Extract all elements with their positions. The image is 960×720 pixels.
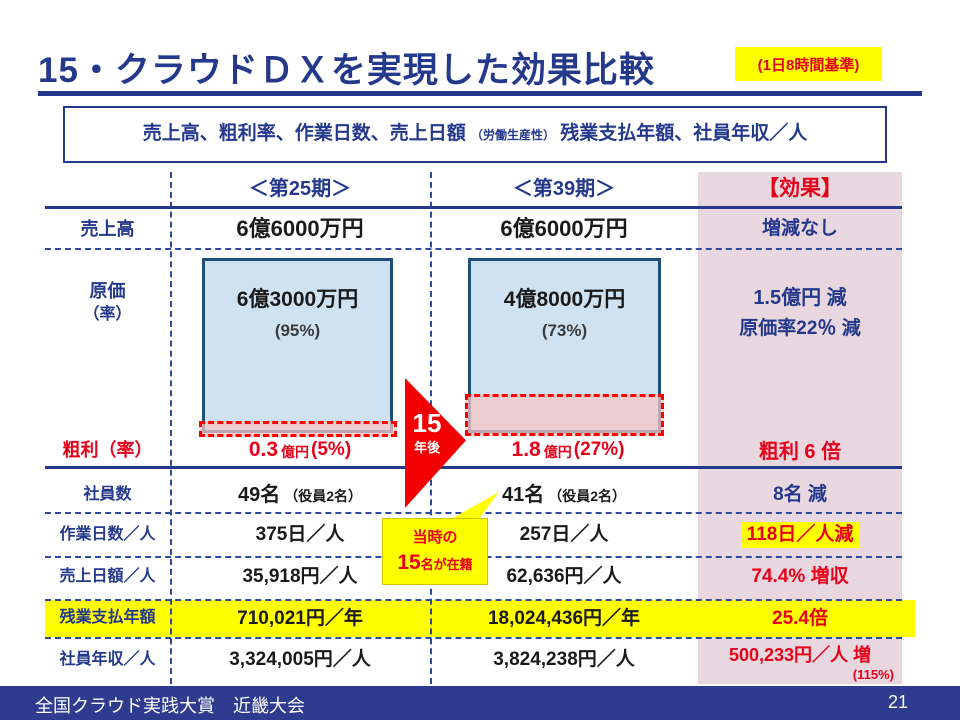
- gross-p39-unit: 億円: [543, 443, 572, 460]
- footer-bar: 全国クラウド実践大賞 近畿大会 21: [0, 686, 960, 720]
- row-separator-dailysales: [45, 599, 902, 601]
- staff-p39-sub: （役員2名）: [548, 488, 627, 505]
- cost-bar-p25-amount: 6億3000万円: [236, 288, 359, 311]
- header-effect: 【効果】: [758, 176, 842, 200]
- cell-salary-effect-sub: (115%): [852, 667, 894, 682]
- cost-effect-line1: 1.5億円 減: [753, 286, 847, 309]
- cell-gross-effect: 粗利 6 倍: [758, 440, 842, 463]
- row-label-workdays: 作業日数／人: [59, 525, 156, 543]
- cell-gross-p25: 0.3 億円 (5%): [180, 436, 420, 464]
- cost-label-line2: （率）: [83, 306, 132, 324]
- title-underline: [38, 91, 922, 96]
- cell-cost-effect: 1.5億円 減 原価率22％ 減: [698, 280, 902, 346]
- gross-p25-rate: (5%): [311, 439, 352, 461]
- cell-workdays-p39: 257日／人: [519, 524, 609, 546]
- cell-staff-effect: 8名 減: [773, 484, 827, 506]
- gross-p25-unit: 億円: [281, 443, 310, 460]
- row-label-sales: 売上高: [80, 218, 135, 239]
- summary-part2: 残業支払年額、社員年収／人: [560, 123, 808, 144]
- header-separator-line: [45, 206, 902, 209]
- page-title: 15・クラウドＤＸを実現した効果比較: [38, 51, 655, 90]
- row-label-staff: 社員数: [83, 485, 132, 503]
- speech-bubble: 当時の 15名が在籍: [382, 518, 488, 585]
- cost-label-line1: 原価: [89, 281, 126, 302]
- effect-column-background: [698, 172, 902, 684]
- gross-p39-rate: (27%): [573, 439, 625, 461]
- cell-overtime-p39: 18,024,436円／年: [487, 607, 641, 629]
- cell-daily-sales-p25: 35,918円／人: [242, 566, 358, 588]
- summary-box: 売上高、粗利率、作業日数、売上日額 （労働生産性） 残業支払年額、社員年収／人: [63, 106, 887, 163]
- row-separator-gross: [45, 466, 902, 469]
- bubble-line1: 当時の: [412, 529, 458, 546]
- cell-gross-p39: 1.8 億円 (27%): [448, 436, 688, 464]
- cell-sales-p39: 6億6000万円: [500, 215, 628, 241]
- bubble-line2: 15名が在籍: [383, 551, 487, 575]
- bubble-number: 15: [397, 551, 421, 574]
- summary-small: （労働生産性）: [470, 128, 555, 142]
- header-period-39: ＜第39期＞: [512, 177, 616, 200]
- cell-workdays-effect: 118日／人減: [698, 516, 902, 554]
- cell-workdays-p25: 375日／人: [255, 524, 345, 546]
- row-label-salary: 社員年収／人: [59, 650, 156, 668]
- cell-overtime-effect: 25.4倍: [772, 607, 828, 629]
- row-label-gross: 粗利（率）: [62, 440, 153, 461]
- staff-p39-main: 41名: [501, 483, 545, 506]
- staff-p25-sub: （役員2名）: [284, 488, 363, 505]
- workdays-effect-highlight: 118日／人減: [740, 522, 860, 548]
- cost-bar-p39-amount: 4億8000万円: [503, 288, 626, 311]
- title-badge: (1日8時間基準): [735, 47, 882, 81]
- arrow-years-label: 年後: [413, 439, 440, 455]
- gross-profit-box-p39: [465, 394, 664, 436]
- cost-bar-p25: 6億3000万円 (95%): [202, 258, 393, 433]
- gross-profit-box-p25: [199, 421, 397, 437]
- overtime-row-highlight: [45, 600, 915, 637]
- cell-staff-p39: 41名 （役員2名）: [430, 478, 698, 512]
- page-number: 21: [887, 692, 908, 712]
- bubble-rest: 名が在籍: [420, 557, 473, 572]
- row-label-cost: 原価 （率）: [45, 270, 170, 336]
- summary-part1: 売上高、粗利率、作業日数、売上日額: [142, 123, 466, 144]
- row-separator-sales: [45, 248, 902, 250]
- cell-salary-p39: 3,824,238円／人: [493, 649, 635, 671]
- gross-p25-num: 0.3: [248, 437, 279, 461]
- cost-effect-line2: 原価率22％ 減: [739, 317, 861, 339]
- cell-salary-p25: 3,324,005円／人: [229, 649, 371, 671]
- cell-salary-effect: 500,233円／人 増: [728, 644, 872, 665]
- row-label-daily-sales: 売上日額／人: [59, 567, 156, 585]
- cost-bar-p39-rate: (73%): [541, 321, 588, 340]
- summary-text: 売上高、粗利率、作業日数、売上日額 （労働生産性） 残業支払年額、社員年収／人: [65, 118, 885, 145]
- cell-sales-p25: 6億6000万円: [236, 215, 364, 241]
- row-separator-overtime: [45, 637, 902, 639]
- header-period-25: ＜第25期＞: [248, 177, 352, 200]
- cell-staff-p25: 49名 （役員2名）: [170, 478, 430, 512]
- cost-bar-p25-rate: (95%): [274, 321, 321, 340]
- cell-sales-effect: 増減なし: [761, 217, 838, 239]
- cell-daily-sales-p39: 62,636円／人: [506, 566, 622, 588]
- footer-title: 全国クラウド実践大賞 近畿大会: [35, 696, 305, 716]
- cell-overtime-p25: 710,021円／年: [237, 607, 363, 629]
- row-label-overtime: 残業支払年額: [59, 609, 156, 627]
- column-divider-1: [170, 172, 172, 684]
- arrow-years-number: 15: [412, 408, 442, 439]
- staff-p25-main: 49名: [237, 483, 281, 506]
- gross-p39-num: 1.8: [511, 437, 541, 461]
- cell-daily-sales-effect: 74.4% 増収: [751, 566, 849, 588]
